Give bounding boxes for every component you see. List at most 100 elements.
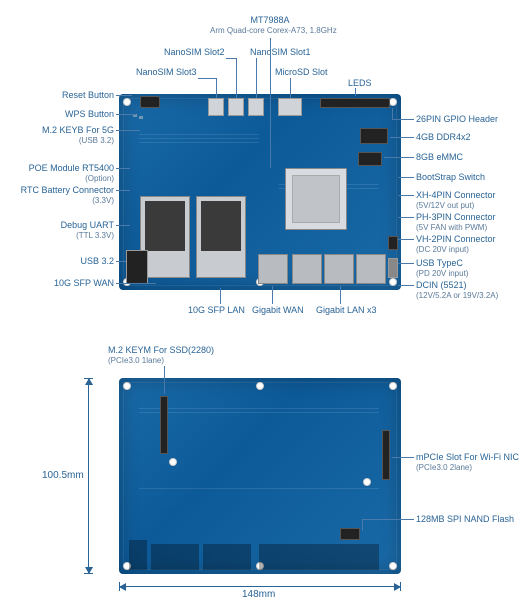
label-text: USB TypeC: [416, 258, 463, 268]
nand-chip: [340, 528, 360, 540]
label-uart: Debug UART (TTL 3.3V): [52, 220, 114, 241]
label-sub: (12V/5.2A or 19V/3.2A): [416, 291, 498, 300]
label-nanosim1: NanoSIM Slot1: [250, 47, 311, 57]
hole: [389, 278, 397, 286]
label-text: 10G SFP LAN: [188, 305, 245, 315]
label-text: PH-3PIN Connector: [416, 212, 496, 222]
label-leds: LEDS: [348, 78, 372, 88]
label-sub: (5V/12V out put): [416, 201, 474, 210]
label-text: Gigabit WAN: [252, 305, 304, 315]
label-text: MicroSD Slot: [275, 67, 328, 77]
hole: [123, 382, 131, 390]
hole: [256, 382, 264, 390]
dim-width-text: 148mm: [242, 589, 275, 601]
eth-wan: [258, 254, 288, 284]
label-text: NanoSIM Slot3: [136, 67, 197, 77]
gpio-header: [320, 98, 390, 108]
label-sub: (PCIe3.0 2lane): [416, 463, 472, 472]
emmc-chip: [358, 152, 382, 166]
dc-jack: [388, 236, 398, 250]
dim-height-text: 100.5mm: [42, 470, 84, 482]
hole: [389, 98, 397, 106]
label-nanosim3: NanoSIM Slot3: [136, 67, 197, 77]
hole: [389, 382, 397, 390]
label-text: M.2 KEYB For 5G: [42, 125, 114, 135]
label-text: WPS Button: [65, 109, 114, 119]
soc-chip: [285, 168, 347, 230]
label-text: 26PIN GPIO Header: [416, 114, 498, 124]
label-microsd: MicroSD Slot: [275, 67, 328, 77]
dim-text: 148mm: [242, 589, 275, 600]
label-text: LEDS: [348, 78, 372, 88]
sfp-lan-cage: [196, 196, 246, 278]
sim-slot-2: [228, 98, 244, 116]
label-typec: USB TypeC (PD 20V input): [416, 258, 468, 279]
dim-width-line: [119, 586, 401, 587]
label-text: 128MB SPI NAND Flash: [416, 514, 514, 524]
hole: [123, 98, 131, 106]
label-sub: (PD 20V input): [416, 269, 468, 278]
label-dcin: DCIN (5521) (12V/5.2A or 19V/3.2A): [416, 280, 498, 301]
label-text: NanoSIM Slot1: [250, 47, 311, 57]
label-mt7988a: MT7988A Arm Quad-core Corex-A73, 1.8GHz: [210, 15, 330, 36]
eth-lan3: [356, 254, 386, 284]
label-text: 4GB DDR4x2: [416, 132, 471, 142]
label-sub: (TTL 3.3V): [76, 231, 114, 240]
label-text: Debug UART: [61, 220, 114, 230]
label-gbe-lan: Gigabit LAN x3: [316, 305, 377, 315]
label-reset: Reset Button: [56, 90, 114, 100]
typec-port: [388, 258, 398, 278]
sim-slot-3: [208, 98, 224, 116]
sim-slot-1: [248, 98, 264, 116]
hole: [363, 478, 371, 486]
label-nanosim2: NanoSIM Slot2: [164, 47, 225, 57]
label-sub: (3.3V): [92, 196, 114, 205]
label-text: POE Module RT5400: [29, 163, 114, 173]
label-sub: (USB 3.2): [79, 136, 114, 145]
label-sfp-wan: 10G SFP WAN: [50, 278, 114, 288]
label-vh2: VH-2PIN Connector (DC 20V input): [416, 234, 496, 255]
label-m2-5g: M.2 KEYB For 5G (USB 3.2): [30, 125, 114, 146]
label-text: BootStrap Switch: [416, 172, 485, 182]
label-sfp-lan: 10G SFP LAN: [188, 305, 245, 315]
label-sub: (DC 20V input): [416, 245, 469, 254]
audio-jack: [140, 96, 160, 108]
label-text: 8GB eMMC: [416, 152, 463, 162]
label-nand: 128MB SPI NAND Flash: [416, 514, 514, 524]
label-gpio: 26PIN GPIO Header: [416, 114, 498, 124]
label-m2-ssd: M.2 KEYM For SSD(2280) (PCIe3.0 1lane): [108, 345, 214, 366]
label-bootstrap: BootStrap Switch: [416, 172, 485, 182]
label-sub: (Option): [85, 174, 114, 183]
microsd-slot: [278, 98, 302, 116]
label-usb32: USB 3.2: [76, 256, 114, 266]
mpcie-connector: [382, 430, 390, 480]
hole: [169, 458, 177, 466]
label-ph3: PH-3PIN Connector (5V FAN with PWM): [416, 212, 496, 233]
eth-lan1: [292, 254, 322, 284]
label-text: XH-4PIN Connector: [416, 190, 496, 200]
label-text: MT7988A: [250, 15, 289, 25]
label-mpcie: mPCIe Slot For Wi-Fi NIC (PCIe3.0 2lane): [416, 452, 519, 473]
label-emmc: 8GB eMMC: [416, 152, 463, 162]
dim-text: 100.5mm: [42, 470, 84, 481]
label-sub: Arm Quad-core Corex-A73, 1.8GHz: [210, 26, 337, 35]
dim-height-line: [88, 378, 89, 574]
hole: [389, 562, 397, 570]
label-gbe-wan: Gigabit WAN: [252, 305, 304, 315]
label-text: Gigabit LAN x3: [316, 305, 377, 315]
ddr-chip: [360, 128, 388, 144]
label-text: mPCIe Slot For Wi-Fi NIC: [416, 452, 519, 462]
label-xh4: XH-4PIN Connector (5V/12V out put): [416, 190, 496, 211]
label-rtc: RTC Battery Connector (3.3V): [14, 185, 114, 206]
label-text: Reset Button: [62, 90, 114, 100]
label-text: VH-2PIN Connector: [416, 234, 496, 244]
label-sub: (PCIe3.0 1lane): [108, 356, 164, 365]
usb-port: [126, 250, 148, 284]
label-text: USB 3.2: [80, 256, 114, 266]
m2-connector: [160, 396, 168, 454]
label-text: M.2 KEYM For SSD(2280): [108, 345, 214, 355]
label-text: 10G SFP WAN: [54, 278, 114, 288]
label-text: DCIN (5521): [416, 280, 467, 290]
label-sub: (5V FAN with PWM): [416, 223, 487, 232]
label-text: NanoSIM Slot2: [164, 47, 225, 57]
